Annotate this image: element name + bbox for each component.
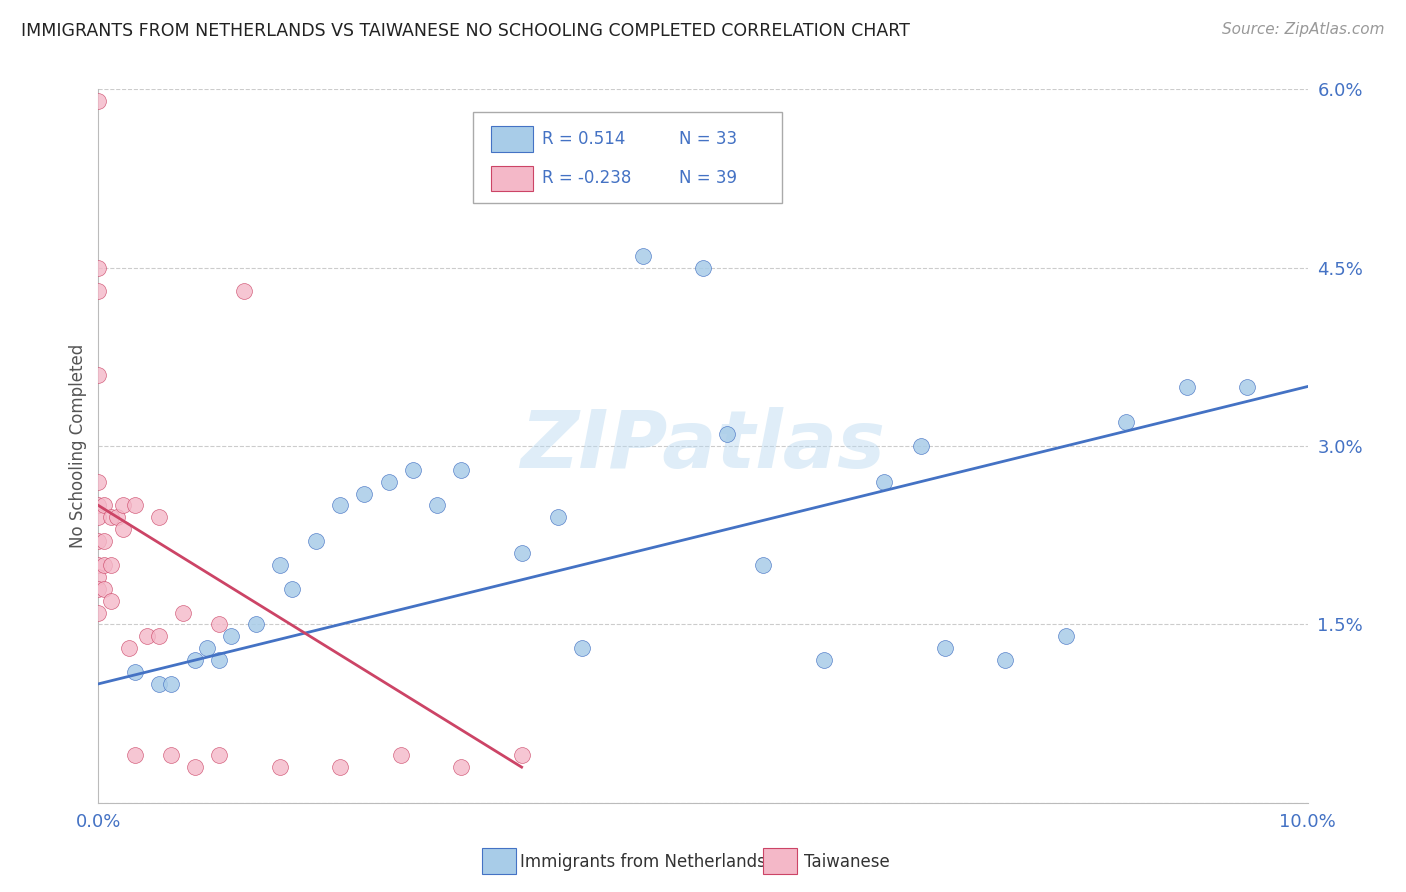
Point — [87, 510, 110, 524]
Point — [1115, 415, 1137, 429]
Point — [547, 510, 569, 524]
Point — [221, 629, 243, 643]
Point — [87, 94, 110, 108]
Text: R = -0.238: R = -0.238 — [543, 169, 631, 187]
Point — [281, 582, 304, 596]
FancyBboxPatch shape — [492, 166, 533, 191]
Point — [87, 570, 110, 584]
Text: ZIPatlas: ZIPatlas — [520, 407, 886, 485]
Point — [389, 748, 412, 763]
Point — [87, 475, 110, 489]
Point — [426, 499, 449, 513]
Point — [994, 653, 1017, 667]
Point — [631, 249, 654, 263]
Point — [329, 499, 352, 513]
Point — [184, 760, 207, 774]
Point — [716, 427, 738, 442]
Point — [111, 522, 134, 536]
Text: R = 0.514: R = 0.514 — [543, 130, 626, 148]
Point — [87, 285, 110, 299]
Point — [148, 629, 170, 643]
Point — [510, 748, 533, 763]
Point — [305, 534, 328, 549]
Point — [100, 510, 122, 524]
Point — [232, 285, 254, 299]
Point — [377, 475, 399, 489]
Point — [111, 499, 134, 513]
Point — [87, 582, 110, 596]
Point — [450, 760, 472, 774]
Point — [135, 629, 157, 643]
Point — [93, 558, 115, 572]
FancyBboxPatch shape — [474, 112, 782, 203]
Point — [208, 617, 231, 632]
Point — [87, 534, 110, 549]
Point — [87, 260, 110, 275]
Point — [873, 475, 896, 489]
Point — [118, 641, 141, 656]
Point — [160, 677, 183, 691]
Point — [571, 641, 593, 656]
Text: Taiwanese: Taiwanese — [804, 853, 890, 871]
Point — [752, 558, 775, 572]
Point — [172, 606, 194, 620]
Text: Source: ZipAtlas.com: Source: ZipAtlas.com — [1222, 22, 1385, 37]
Point — [100, 593, 122, 607]
Point — [148, 510, 170, 524]
Point — [1236, 379, 1258, 393]
Point — [1054, 629, 1077, 643]
Point — [124, 748, 146, 763]
Point — [269, 760, 291, 774]
Point — [402, 463, 425, 477]
Point — [87, 606, 110, 620]
Point — [148, 677, 170, 691]
Point — [910, 439, 932, 453]
Point — [124, 665, 146, 679]
Point — [269, 558, 291, 572]
Point — [329, 760, 352, 774]
Point — [510, 546, 533, 560]
Point — [184, 653, 207, 667]
Point — [353, 486, 375, 500]
Text: Immigrants from Netherlands: Immigrants from Netherlands — [520, 853, 766, 871]
Text: N = 33: N = 33 — [679, 130, 737, 148]
Point — [87, 368, 110, 382]
Text: N = 39: N = 39 — [679, 169, 737, 187]
Point — [105, 510, 128, 524]
Point — [93, 534, 115, 549]
Point — [124, 499, 146, 513]
Point — [87, 558, 110, 572]
Point — [934, 641, 956, 656]
Point — [450, 463, 472, 477]
Point — [208, 653, 231, 667]
Point — [208, 748, 231, 763]
FancyBboxPatch shape — [492, 127, 533, 152]
Point — [87, 499, 110, 513]
Point — [93, 499, 115, 513]
Point — [692, 260, 714, 275]
Point — [245, 617, 267, 632]
Point — [93, 582, 115, 596]
Point — [100, 558, 122, 572]
Point — [1175, 379, 1198, 393]
Text: IMMIGRANTS FROM NETHERLANDS VS TAIWANESE NO SCHOOLING COMPLETED CORRELATION CHAR: IMMIGRANTS FROM NETHERLANDS VS TAIWANESE… — [21, 22, 910, 40]
Y-axis label: No Schooling Completed: No Schooling Completed — [69, 344, 87, 548]
Point — [813, 653, 835, 667]
Point — [160, 748, 183, 763]
Point — [195, 641, 218, 656]
